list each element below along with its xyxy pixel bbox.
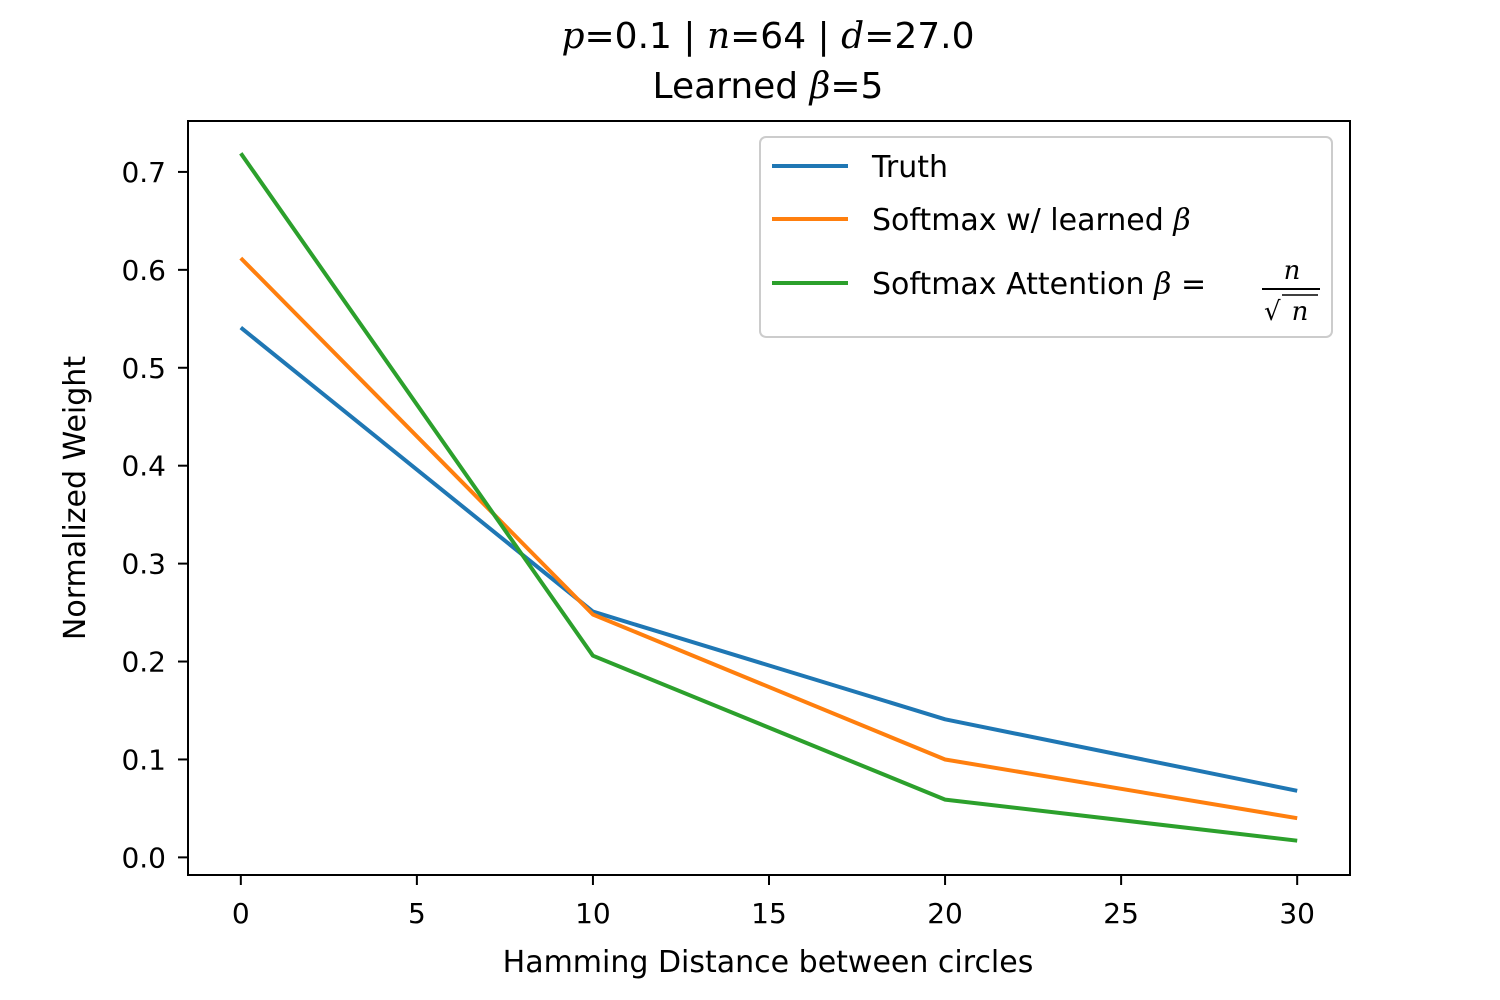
x-tick-label: 30	[1279, 897, 1315, 930]
x-tick-label: 25	[1103, 897, 1139, 930]
x-tick-label: 0	[232, 897, 250, 930]
y-tick-label: 0.0	[121, 841, 166, 874]
legend-label-softmax-attention: Softmax Attention β =	[872, 267, 1206, 302]
chart-title-line2: Learned β=5	[653, 66, 884, 107]
y-tick-label: 0.3	[121, 548, 166, 581]
y-tick-label: 0.6	[121, 254, 166, 287]
x-tick-label: 5	[408, 897, 426, 930]
x-tick-label: 20	[927, 897, 963, 930]
series-line-0	[239, 326, 1298, 793]
series-line-2	[239, 152, 1298, 843]
y-tick-label: 0.7	[121, 156, 166, 189]
y-tick-label: 0.2	[121, 646, 166, 679]
legend-fraction-numerator: n	[1284, 256, 1301, 286]
chart-title-line1: p=0.1 | n=64 | d=27.0	[561, 16, 974, 57]
legend-label-softmax-learned: Softmax w/ learned β	[872, 203, 1191, 238]
legend-label-truth: Truth	[871, 150, 948, 185]
x-axis: 0 5 10 15 20 25 30	[232, 875, 1315, 930]
x-axis-label: Hamming Distance between circles	[503, 945, 1034, 980]
x-tick-label: 10	[575, 897, 611, 930]
y-tick-label: 0.1	[121, 743, 166, 776]
series-lines	[239, 152, 1298, 843]
y-tick-label: 0.4	[121, 450, 166, 483]
legend-fraction-sqrt-sign: √	[1264, 297, 1281, 327]
y-axis: 0.0 0.1 0.2 0.3 0.4 0.5 0.6 0.7	[121, 156, 188, 874]
legend: Truth Softmax w/ learned β Softmax Atten…	[759, 136, 1333, 338]
x-tick-label: 15	[751, 897, 787, 930]
legend-box	[759, 136, 1333, 338]
series-line-1	[239, 256, 1298, 821]
legend-fraction-denominator: n	[1292, 297, 1309, 327]
y-axis-label: Normalized Weight	[58, 356, 93, 640]
y-tick-label: 0.5	[121, 352, 166, 385]
